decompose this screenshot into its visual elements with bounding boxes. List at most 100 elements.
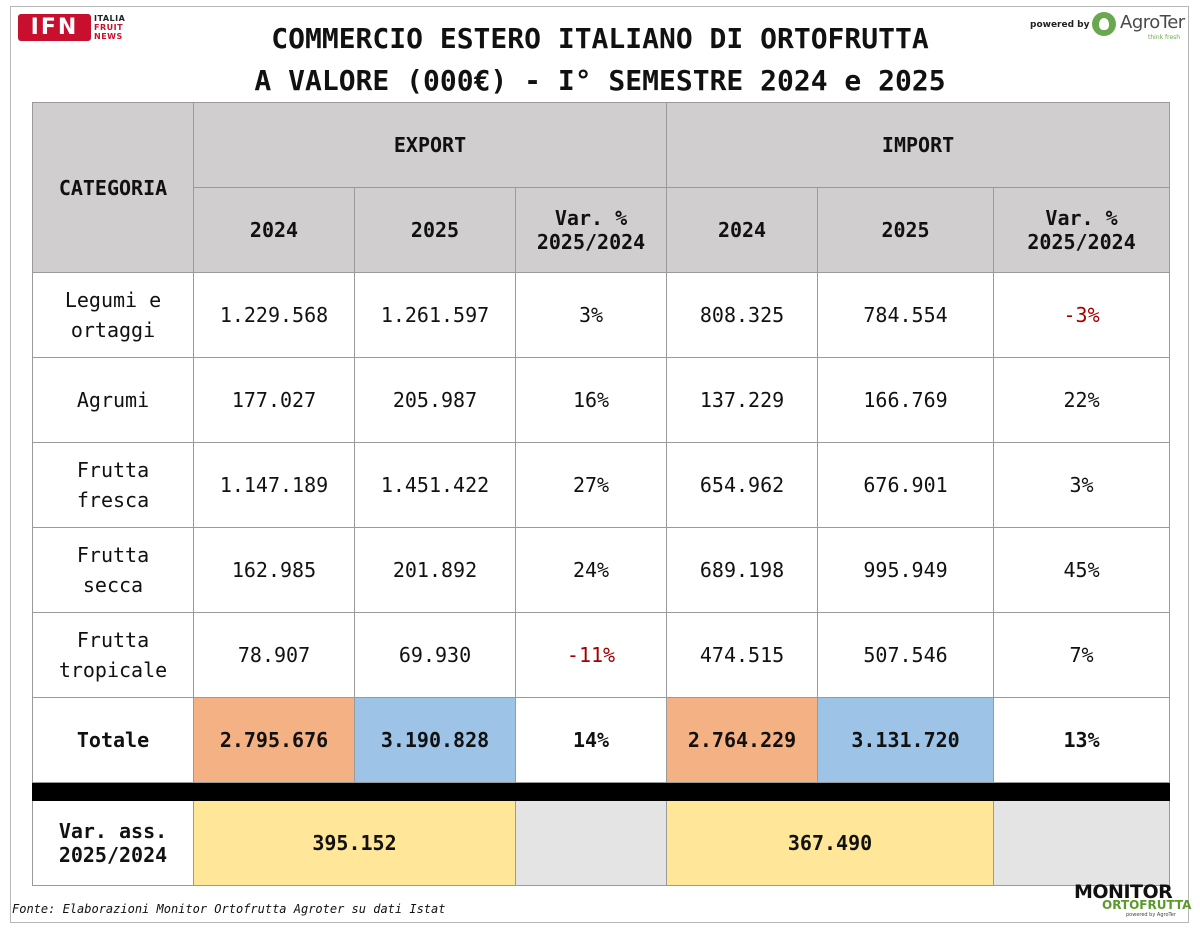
category-line-1: Frutta <box>76 628 150 652</box>
ifn-word-news: NEWS <box>94 32 123 41</box>
category-line-2: tropicale <box>58 658 168 682</box>
header-var-line-1: Var. % <box>1045 206 1118 230</box>
category-cell: Legumi e ortaggi <box>32 272 194 358</box>
infographic-frame <box>10 6 1189 923</box>
import-2025-cell: 507.546 <box>817 612 995 698</box>
import-var-cell: -3% <box>993 272 1171 358</box>
import-var-cell: 22% <box>993 357 1171 443</box>
totale-export-var: 14% <box>514 697 668 783</box>
export-var-cell: -11% <box>514 612 668 698</box>
header-var-line-2: 2025/2024 <box>536 230 646 254</box>
category-cell: Frutta fresca <box>32 442 194 528</box>
header-import: IMPORT <box>666 102 1171 188</box>
export-2025-cell: 1.261.597 <box>354 272 516 358</box>
agroter-tagline: think fresh <box>1148 34 1181 41</box>
category-line-1: Frutta <box>76 543 150 567</box>
totale-import-2024: 2.764.229 <box>666 697 819 783</box>
var-ass-import: 367.490 <box>666 800 995 886</box>
export-2024-cell: 1.229.568 <box>193 272 355 358</box>
totale-import-var: 13% <box>993 697 1171 783</box>
import-2025-cell: 166.769 <box>817 357 995 443</box>
header-export-2024: 2024 <box>193 187 355 273</box>
category-line-1: Frutta <box>76 458 150 482</box>
monitor-ortofrutta-logo: MONITOR ORTOFRUTTA powered by AgroTer <box>1074 881 1191 918</box>
export-var-cell: 3% <box>514 272 668 358</box>
header-var-line-1: Var. % <box>554 206 628 230</box>
import-2024-cell: 689.198 <box>666 527 819 613</box>
category-line-2: fresca <box>76 488 150 512</box>
var-ass-label-line-2: 2025/2024 <box>58 843 168 867</box>
var-ass-label-line-1: Var. ass. <box>58 819 168 843</box>
category-cell: Agrumi <box>32 357 194 443</box>
import-2024-cell: 137.229 <box>666 357 819 443</box>
import-2024-cell: 654.962 <box>666 442 819 528</box>
var-ass-export-empty <box>514 800 668 886</box>
import-2025-cell: 995.949 <box>817 527 995 613</box>
table-row-agrumi: Agrumi 177.027 205.987 16% 137.229 166.7… <box>32 357 1171 443</box>
table-row-frutta-tropicale: Frutta tropicale 78.907 69.930 -11% 474.… <box>32 612 1171 698</box>
category-line-2: secca <box>82 573 144 597</box>
totale-export-2024: 2.795.676 <box>193 697 355 783</box>
monitor-wordmark: MONITOR <box>1074 881 1173 903</box>
header-var-line-2: 2025/2024 <box>1027 230 1136 254</box>
category-cell: Frutta tropicale <box>32 612 194 698</box>
export-2024-cell: 78.907 <box>193 612 355 698</box>
monitor-powered-by: powered by AgroTer <box>1126 912 1176 918</box>
agroter-name: AgroTer <box>1120 12 1185 33</box>
source-note: Fonte: Elaborazioni Monitor Ortofrutta A… <box>12 902 446 916</box>
category-line-1: Agrumi <box>76 388 150 412</box>
export-2024-cell: 177.027 <box>193 357 355 443</box>
agroter-logo: AgroTer think fresh <box>1092 12 1187 41</box>
var-ass-import-empty <box>993 800 1171 886</box>
ifn-wordmark: ITALIA FRUIT NEWS <box>94 14 144 41</box>
header-import-var: Var. % 2025/2024 <box>993 187 1171 273</box>
export-var-cell: 27% <box>514 442 668 528</box>
table-row-frutta-secca: Frutta secca 162.985 201.892 24% 689.198… <box>32 527 1171 613</box>
export-2025-cell: 69.930 <box>354 612 516 698</box>
header-import-2025: 2025 <box>817 187 995 273</box>
header-import-2024: 2024 <box>666 187 819 273</box>
header-row-1: CATEGORIA EXPORT IMPORT <box>32 102 1171 273</box>
table-row-frutta-fresca: Frutta fresca 1.147.189 1.451.422 27% 65… <box>32 442 1171 528</box>
powered-by-label: powered by <box>1030 20 1090 30</box>
export-2025-cell: 205.987 <box>354 357 516 443</box>
separator-row <box>31 782 1171 801</box>
import-var-cell: 45% <box>993 527 1171 613</box>
header-categoria: CATEGORIA <box>32 102 194 273</box>
var-ass-label: Var. ass. 2025/2024 <box>32 800 194 886</box>
trade-table: CATEGORIA EXPORT IMPORT 2024 2025 Var. %… <box>31 102 1171 886</box>
import-2024-cell: 474.515 <box>666 612 819 698</box>
import-2025-cell: 676.901 <box>817 442 995 528</box>
ifn-badge: IFN <box>18 14 91 41</box>
separator-bar <box>31 782 1171 801</box>
table-row-totale: Totale 2.795.676 3.190.828 14% 2.764.229… <box>32 697 1171 783</box>
export-var-cell: 16% <box>514 357 668 443</box>
ifn-word-fruit: FRUIT <box>94 23 124 32</box>
import-2025-cell: 784.554 <box>817 272 995 358</box>
totale-label: Totale <box>32 697 194 783</box>
header-export-var: Var. % 2025/2024 <box>514 187 668 273</box>
import-2024-cell: 808.325 <box>666 272 819 358</box>
ifn-logo: IFN ITALIA FRUIT NEWS <box>18 14 143 44</box>
title-line-1: COMMERCIO ESTERO ITALIANO DI ORTOFRUTTA <box>271 22 929 55</box>
export-2025-cell: 201.892 <box>354 527 516 613</box>
table-row-var-ass: Var. ass. 2025/2024 395.152 367.490 <box>32 800 1171 886</box>
import-var-cell: 7% <box>993 612 1171 698</box>
header-export-2025: 2025 <box>354 187 516 273</box>
category-cell: Frutta secca <box>32 527 194 613</box>
category-line-2: ortaggi <box>70 318 156 342</box>
category-line-1: Legumi e <box>64 288 162 312</box>
export-2025-cell: 1.451.422 <box>354 442 516 528</box>
table-row-legumi: Legumi e ortaggi 1.229.568 1.261.597 3% … <box>32 272 1171 358</box>
ifn-word-italia: ITALIA <box>94 14 126 23</box>
totale-import-2025: 3.131.720 <box>817 697 995 783</box>
export-2024-cell: 1.147.189 <box>193 442 355 528</box>
ortofrutta-wordmark: ORTOFRUTTA <box>1102 898 1192 912</box>
var-ass-export: 395.152 <box>193 800 516 886</box>
header-row-2: 2024 2025 Var. % 2025/2024 2024 2025 Var… <box>33 187 1171 273</box>
import-var-cell: 3% <box>993 442 1171 528</box>
export-var-cell: 24% <box>514 527 668 613</box>
totale-export-2025: 3.190.828 <box>354 697 516 783</box>
title-line-2: A VALORE (000€) - I° SEMESTRE 2024 e 202… <box>254 64 946 97</box>
agroter-leaf-icon <box>1092 12 1116 36</box>
